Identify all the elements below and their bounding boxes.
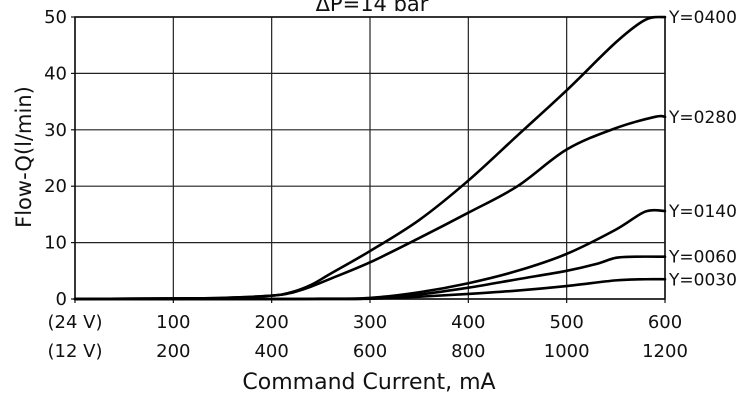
grid-layer <box>74 16 666 300</box>
x-axis-label: Command Current, mA <box>242 370 495 395</box>
y-axis-label: Flow-Q(l/min) <box>12 86 36 228</box>
x-tick-label-24v-4: 400 <box>451 312 485 333</box>
x-tick-label-24v-2: 200 <box>254 312 288 333</box>
series-label-y-0060: Y=0060 <box>668 248 737 268</box>
x-tick-label-12v-6: 1200 <box>642 341 688 362</box>
x-tick-label-12v-1: 200 <box>156 341 190 362</box>
y-tick-label-4: 40 <box>44 63 67 84</box>
x-tick-label-24v-1: 100 <box>156 312 190 333</box>
y-tick-label-3: 30 <box>44 120 67 141</box>
series-layer <box>73 15 667 301</box>
y-tick-label-1: 10 <box>44 233 67 254</box>
y-tick-label-2: 20 <box>44 176 67 197</box>
x-tick-label-24v-3: 300 <box>353 312 387 333</box>
x-tick-label-24v-5: 500 <box>549 312 583 333</box>
x-tick-label-12v-2: 400 <box>254 341 288 362</box>
x-tick-label-12v-3: 600 <box>353 341 387 362</box>
series-label-y-0030: Y=0030 <box>668 270 737 290</box>
x-tick-label-24v-0: (24 V) <box>48 312 103 333</box>
label-layer: (24 V) 100 200 300 400 500 600(12 V) 200 400 600 8… <box>44 7 737 362</box>
series-label-y-0400: Y=0400 <box>668 8 737 28</box>
y-tick-label-0: 0 <box>56 289 67 310</box>
x-tick-label-12v-5: 1000 <box>544 341 590 362</box>
x-tick-label-12v-4: 800 <box>451 341 485 362</box>
series-line-y-0030 <box>73 277 667 301</box>
axis-layer <box>71 16 666 303</box>
series-label-y-0140: Y=0140 <box>668 202 737 222</box>
series-label-y-0280: Y=0280 <box>668 108 737 128</box>
chart-title: ΔP=14 bar <box>316 0 429 16</box>
y-tick-label-5: 50 <box>44 7 67 28</box>
x-tick-label-12v-0: (12 V) <box>48 341 103 362</box>
x-tick-label-24v-6: 600 <box>648 312 682 333</box>
